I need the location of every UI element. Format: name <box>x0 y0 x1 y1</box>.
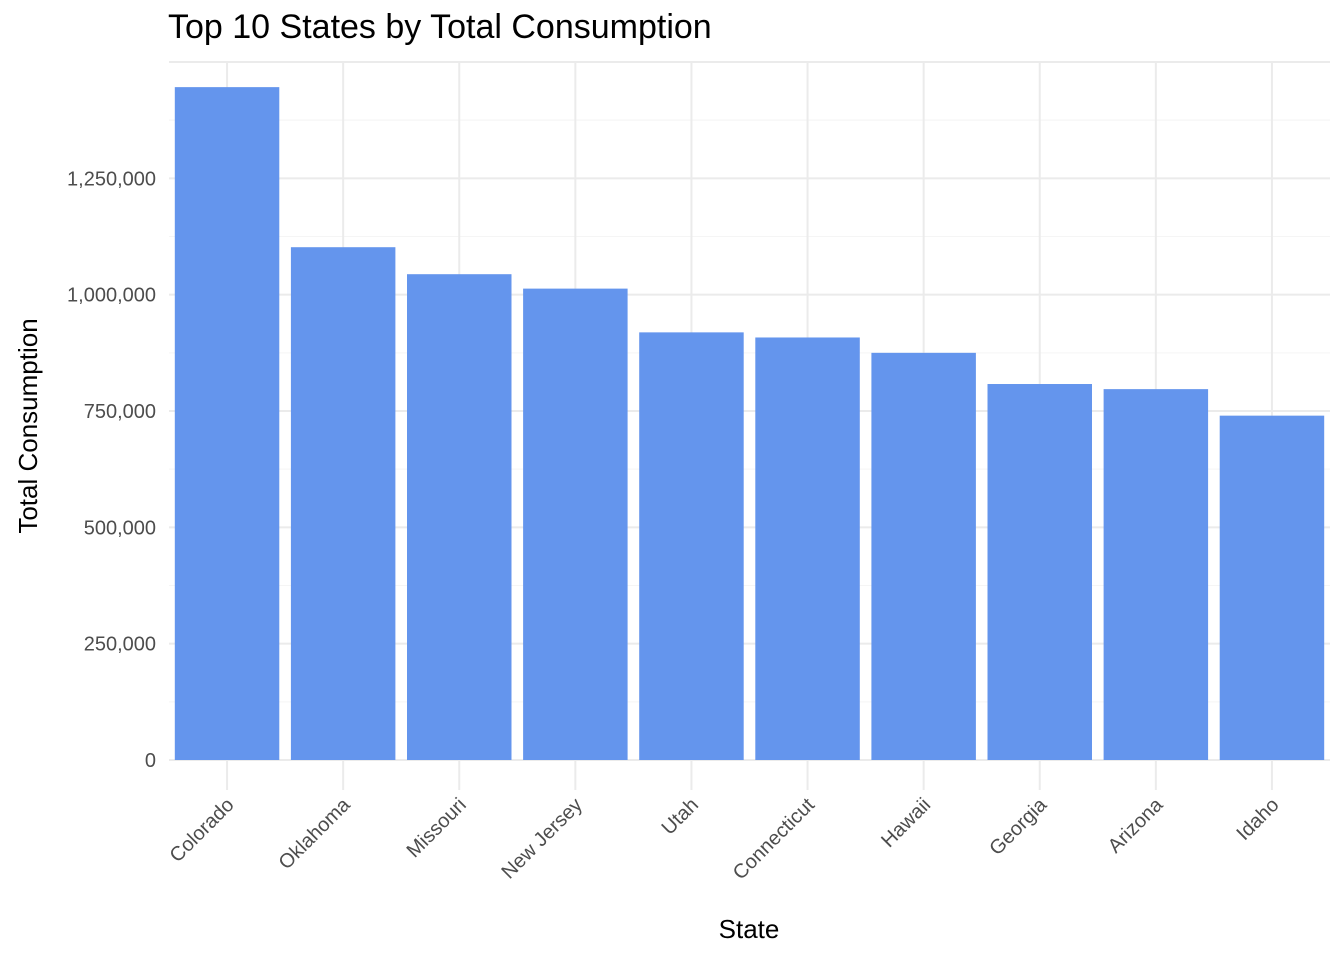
x-axis-ticks: Colorado Oklahoma Missouri New Jersey Utah Co… <box>166 793 1284 884</box>
bar-arizona <box>1103 389 1209 760</box>
bar-oklahoma <box>290 247 396 761</box>
bar-idaho <box>1219 415 1325 760</box>
y-tick-label: 500,000 <box>84 517 156 539</box>
y-tick-label: 250,000 <box>84 634 156 656</box>
bar-connecticut <box>755 337 860 760</box>
bar-hawaii <box>871 352 976 760</box>
x-tick-label: Hawaii <box>877 794 935 852</box>
bar-missouri <box>407 274 512 760</box>
bar-georgia <box>987 384 1092 760</box>
y-tick-label: 1,250,000 <box>67 168 156 190</box>
bar-new-jersey <box>523 288 628 760</box>
y-tick-label: 1,000,000 <box>67 285 156 307</box>
x-tick-label: Missouri <box>403 794 471 862</box>
x-tick-label: Idaho <box>1233 794 1284 845</box>
bar-utah <box>639 332 744 760</box>
y-tick-label: 750,000 <box>84 401 156 423</box>
bar-colorado <box>174 87 280 761</box>
bars <box>174 87 1325 761</box>
x-tick-label: New Jersey <box>497 794 586 883</box>
x-axis-title: State <box>719 914 780 944</box>
y-tick-label: 0 <box>145 750 156 772</box>
x-tick-label: Connecticut <box>729 794 820 885</box>
x-tick-label: Georgia <box>985 793 1051 859</box>
y-axis-ticks: 0 250,000 500,000 750,000 1,000,000 1,250,000 <box>67 168 156 772</box>
chart-title: Top 10 States by Total Consumption <box>168 8 712 46</box>
x-tick-label: Oklahoma <box>275 793 356 874</box>
x-tick-label: Colorado <box>166 794 239 867</box>
y-axis-title: Total Consumption <box>13 318 43 533</box>
x-tick-label: Utah <box>658 794 703 839</box>
x-tick-label: Arizona <box>1104 793 1168 857</box>
